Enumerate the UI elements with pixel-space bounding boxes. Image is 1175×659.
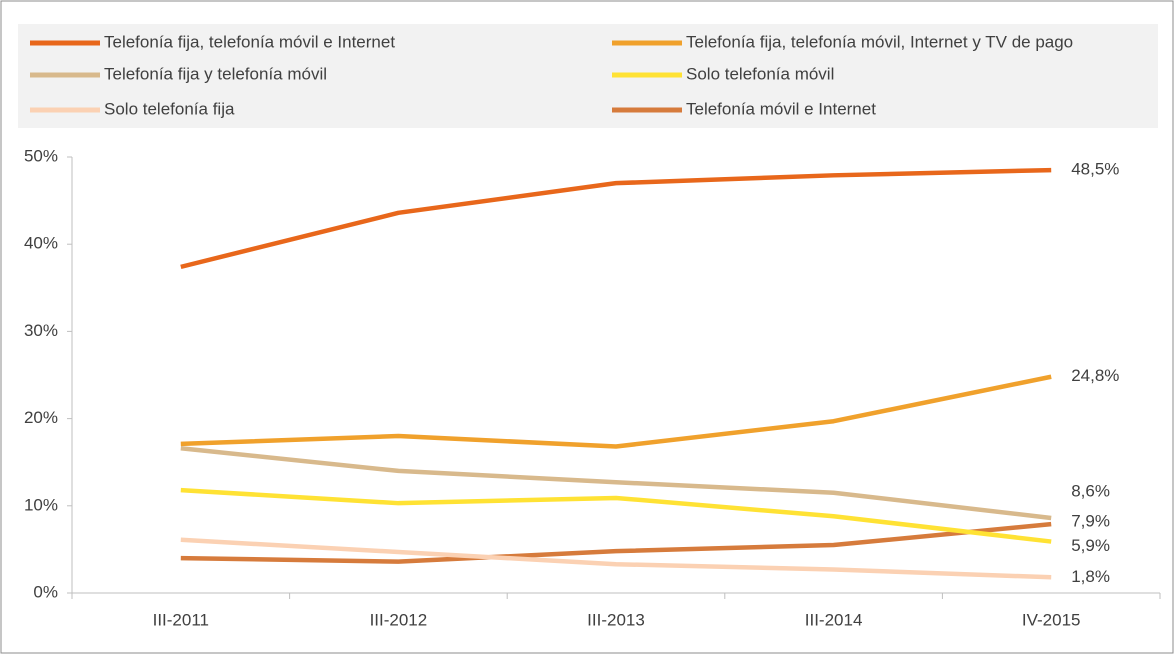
legend-label: Telefonía móvil e Internet xyxy=(686,99,876,118)
data-label: 1,8% xyxy=(1071,567,1110,586)
y-tick-label: 0% xyxy=(33,582,58,601)
x-tick-label: III-2014 xyxy=(805,610,863,629)
legend-label: Telefonía fija, telefonía móvil e Intern… xyxy=(104,32,395,51)
legend-label: Solo telefonía fija xyxy=(104,99,235,118)
y-tick-label: 30% xyxy=(24,321,58,340)
x-tick-label: III-2013 xyxy=(587,610,645,629)
data-label: 5,9% xyxy=(1071,536,1110,555)
series-line xyxy=(180,446,1052,521)
series-line xyxy=(180,487,1052,544)
legend-label: Telefonía fija, telefonía móvil, Interne… xyxy=(686,32,1073,51)
series-line xyxy=(180,521,1052,564)
legend-label: Telefonía fija y telefonía móvil xyxy=(104,64,327,83)
x-tick-label: III-2011 xyxy=(153,610,209,629)
y-tick-label: 20% xyxy=(24,408,58,427)
data-label: 48,5% xyxy=(1071,160,1119,179)
x-tick-label: III-2012 xyxy=(370,610,428,629)
x-tick-label: IV-2015 xyxy=(1022,610,1081,629)
series-line xyxy=(180,537,1052,580)
legend-box xyxy=(18,24,1158,128)
y-tick-label: 40% xyxy=(24,234,58,253)
series-line xyxy=(180,374,1052,449)
series-line xyxy=(180,167,1052,270)
y-tick-label: 10% xyxy=(24,495,58,514)
y-tick-label: 50% xyxy=(24,146,58,165)
data-label: 24,8% xyxy=(1071,366,1119,385)
data-label: 8,6% xyxy=(1071,481,1110,500)
data-label: 7,9% xyxy=(1071,512,1110,531)
legend-label: Solo telefonía móvil xyxy=(686,64,834,83)
